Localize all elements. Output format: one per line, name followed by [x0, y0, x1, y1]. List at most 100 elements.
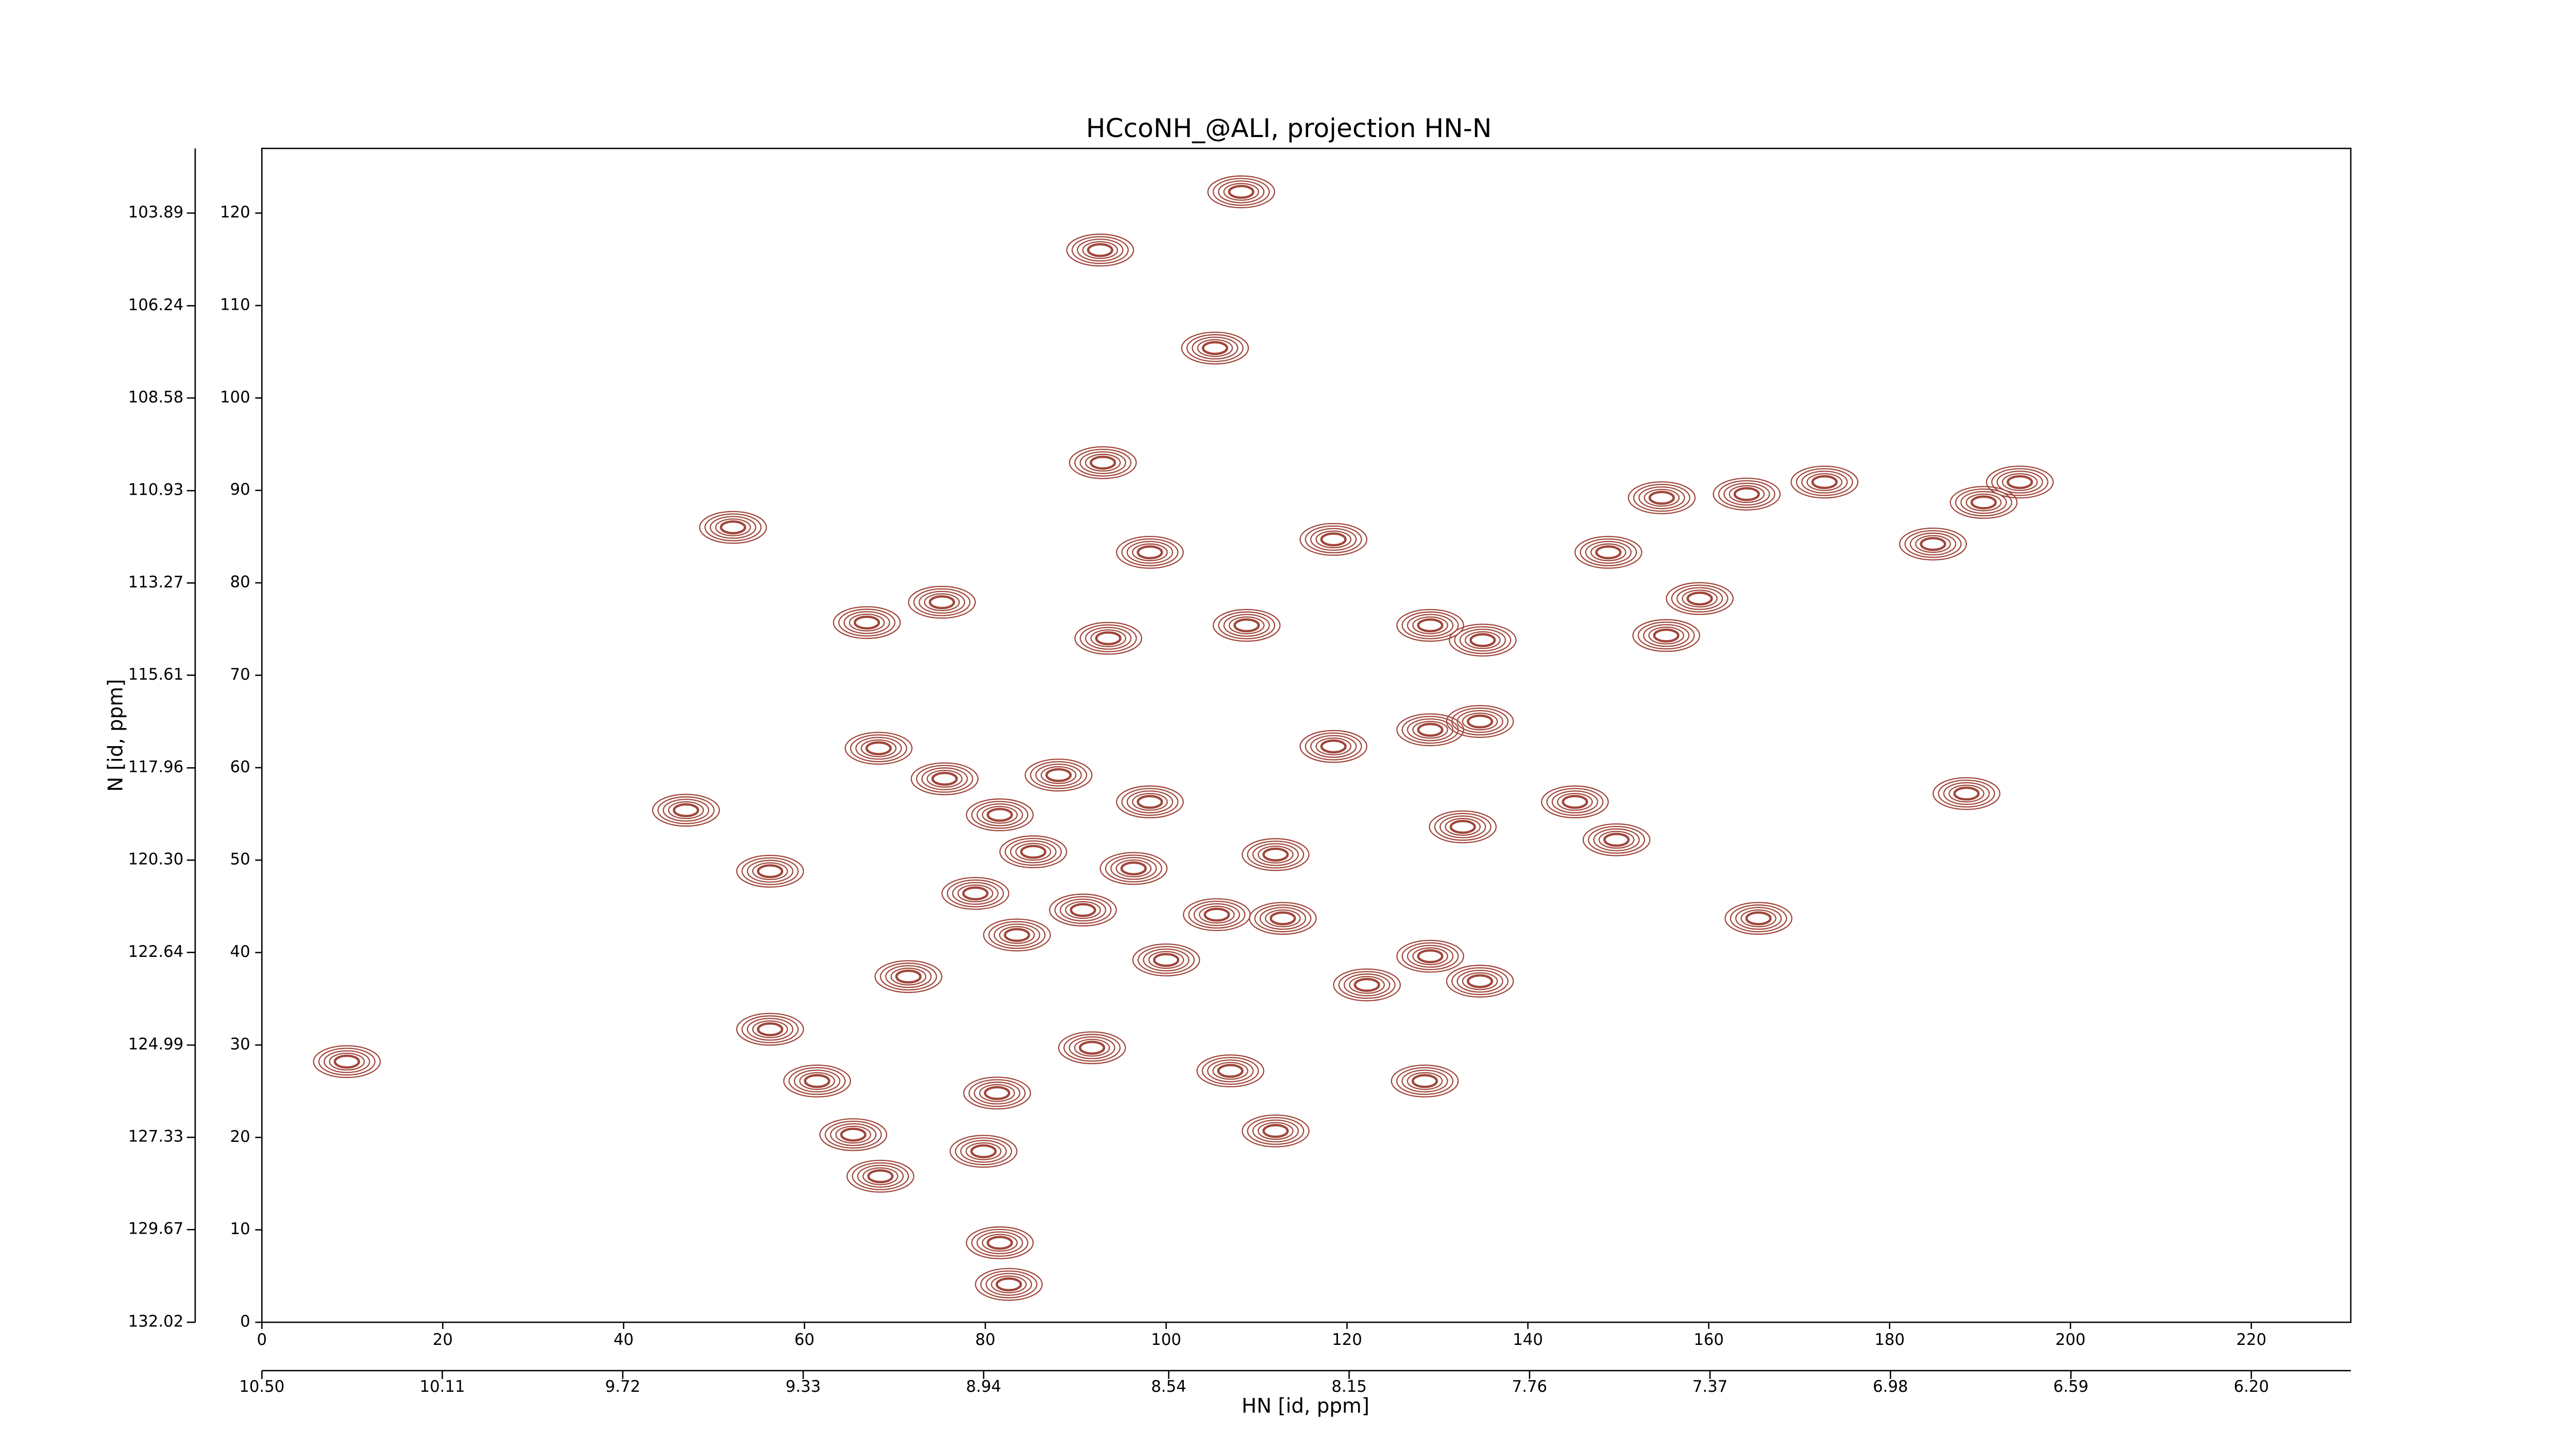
contour-ring: [657, 796, 715, 824]
contour-ring: [1258, 1122, 1294, 1140]
contour-ring: [885, 965, 932, 988]
contour-ring: [852, 1162, 909, 1190]
contour-ring: [1304, 732, 1362, 761]
peak: [1181, 331, 1249, 365]
contour-ring: [1320, 739, 1347, 754]
contour-ring: [999, 926, 1035, 944]
peak: [910, 762, 979, 796]
y-tick-label: 100: [220, 388, 250, 407]
contour-ring: [1396, 609, 1464, 642]
contour-ring: [1148, 951, 1184, 969]
contour-ring: [931, 771, 958, 786]
contour-ring: [865, 741, 892, 755]
contour-ring: [1713, 477, 1781, 511]
contour-ring: [1024, 759, 1093, 792]
peak: [819, 1118, 888, 1151]
contour-ring: [1015, 843, 1052, 861]
contour-ring: [1218, 180, 1265, 204]
contour-ring: [963, 1076, 1031, 1110]
contour-ring: [1633, 484, 1690, 512]
contour-ring: [1310, 735, 1357, 758]
contour-ring: [1795, 468, 1853, 496]
contour-ring: [1666, 582, 1734, 615]
contour-ring: [1181, 331, 1249, 365]
y-tick-label: 30: [230, 1035, 250, 1053]
peak: [1541, 785, 1609, 819]
contour-ring: [1063, 1034, 1121, 1062]
peak: [1396, 713, 1464, 747]
peak: [1242, 838, 1310, 871]
contour-ring: [1465, 631, 1501, 649]
contour-ring: [965, 1226, 1034, 1259]
peak: [1099, 852, 1168, 885]
y2-tick-label: 122.64: [128, 942, 184, 961]
y-tick-label: 0: [240, 1312, 250, 1331]
contour-ring: [783, 1065, 851, 1098]
x2-tick-label: 7.37: [1692, 1377, 1727, 1396]
contour-ring: [1467, 974, 1494, 988]
contour-ring: [830, 1123, 877, 1147]
peak: [1132, 943, 1200, 976]
contour-ring: [1201, 341, 1228, 356]
peak: [1790, 465, 1859, 499]
contour-ring: [1401, 942, 1459, 970]
contour-ring: [1648, 491, 1675, 505]
contour-ring: [741, 857, 799, 885]
contour-ring: [1938, 780, 1995, 808]
x-tick-label: 160: [1693, 1330, 1724, 1349]
peak: [1574, 535, 1642, 569]
contour-ring: [1249, 902, 1317, 935]
x2-tick-label: 9.33: [786, 1377, 821, 1396]
contour-ring: [1406, 1072, 1443, 1090]
contour-ring: [324, 1050, 370, 1073]
contour-ring: [318, 1048, 376, 1076]
contour-ring: [1446, 705, 1514, 738]
contour-ring: [1258, 846, 1294, 864]
contour-ring: [1143, 948, 1190, 972]
contour-ring: [333, 1054, 360, 1069]
peak: [975, 1268, 1043, 1301]
contour-ring: [1058, 1031, 1126, 1065]
contour-ring: [1686, 591, 1713, 606]
x2-tick-label: 10.11: [420, 1377, 465, 1396]
contour-ring: [1077, 239, 1124, 262]
contour-ring: [1217, 1064, 1244, 1078]
contour-ring: [1338, 971, 1396, 999]
contour-ring: [1252, 843, 1299, 866]
peak: [736, 854, 804, 888]
contour-ring: [1132, 943, 1200, 976]
contour-ring: [1648, 626, 1684, 645]
peak: [844, 732, 913, 765]
contour-ring: [1090, 629, 1126, 648]
contour-ring: [835, 1125, 872, 1144]
plot-frame: [261, 147, 2352, 1323]
contour-ring: [983, 918, 1051, 952]
contour-ring: [957, 884, 993, 903]
y2-tick-label: 132.02: [128, 1312, 184, 1331]
contour-ring: [1120, 861, 1147, 875]
contour-ring: [1035, 763, 1082, 787]
contour-ring: [971, 1228, 1029, 1257]
contour-ring: [910, 762, 979, 796]
contour-ring: [1632, 619, 1701, 652]
peak: [1069, 446, 1137, 479]
contour-ring: [1728, 485, 1765, 503]
peak: [1242, 1114, 1310, 1148]
contour-ring: [1451, 707, 1509, 736]
peak: [1066, 233, 1134, 267]
contour-ring: [1085, 627, 1132, 650]
contour-ring: [1551, 790, 1599, 814]
contour-ring: [1434, 813, 1492, 841]
x2-tick-label: 6.20: [2234, 1377, 2269, 1396]
contour-ring: [840, 1127, 867, 1142]
contour-ring: [1121, 788, 1179, 816]
y-tick-label: 110: [220, 295, 250, 314]
contour-ring: [976, 803, 1023, 827]
contour-ring: [1733, 487, 1760, 501]
peak: [1449, 624, 1517, 657]
contour-ring: [1242, 1114, 1310, 1148]
contour-ring: [960, 1140, 1007, 1163]
contour-ring: [1933, 777, 2001, 810]
contour-ring: [1396, 713, 1464, 747]
x2-tick-label: 8.54: [1151, 1377, 1186, 1396]
